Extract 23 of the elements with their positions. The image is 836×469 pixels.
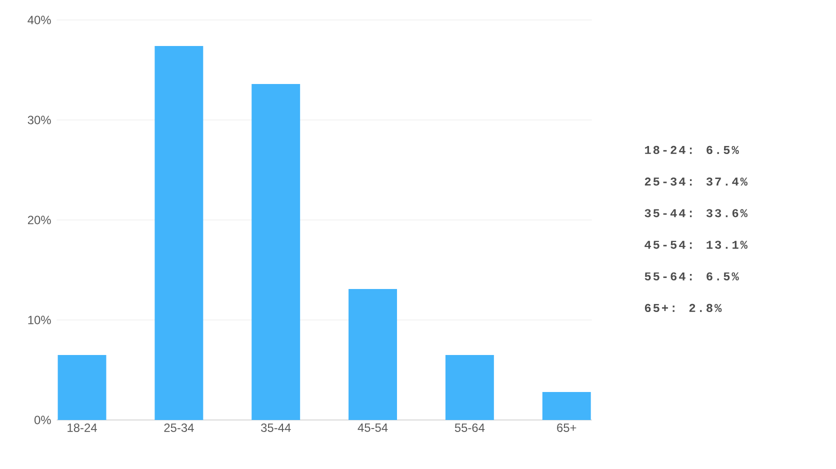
x-tick-label: 45-54: [358, 424, 388, 432]
y-tick-label: 40%: [28, 16, 51, 24]
bar: [542, 392, 591, 420]
text: 25-34: 37.4%: [644, 178, 748, 186]
x-tick-label: 25-34: [164, 424, 194, 432]
text: 35-44: 33.6%: [644, 209, 748, 218]
x-tick-label: 65+: [557, 424, 576, 432]
y-tick-label: 10%: [28, 316, 51, 324]
y-tick-label: 30%: [28, 116, 51, 124]
y-tick-label: 0%: [34, 416, 51, 424]
x-tick-label: 35-44: [261, 424, 291, 432]
bar: [445, 354, 494, 420]
bar: [58, 354, 106, 420]
text: 18-24: 6.5%: [645, 146, 739, 154]
x-tick-label: 55-64: [454, 424, 485, 432]
y-tick-label: 20%: [28, 216, 51, 224]
text: 45-54: 13.1%: [644, 240, 748, 249]
bar: [154, 46, 204, 420]
text: 55-64: 6.5%: [644, 272, 739, 280]
bar: [348, 288, 397, 420]
x-tick-label: 18-24: [68, 424, 97, 432]
text: 65+: 2.8%: [644, 304, 722, 312]
bar: [252, 84, 300, 420]
